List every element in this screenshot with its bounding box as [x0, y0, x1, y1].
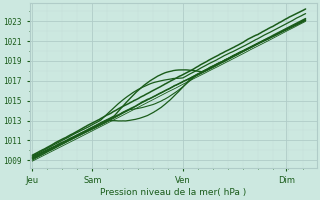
X-axis label: Pression niveau de la mer( hPa ): Pression niveau de la mer( hPa ): [100, 188, 246, 197]
